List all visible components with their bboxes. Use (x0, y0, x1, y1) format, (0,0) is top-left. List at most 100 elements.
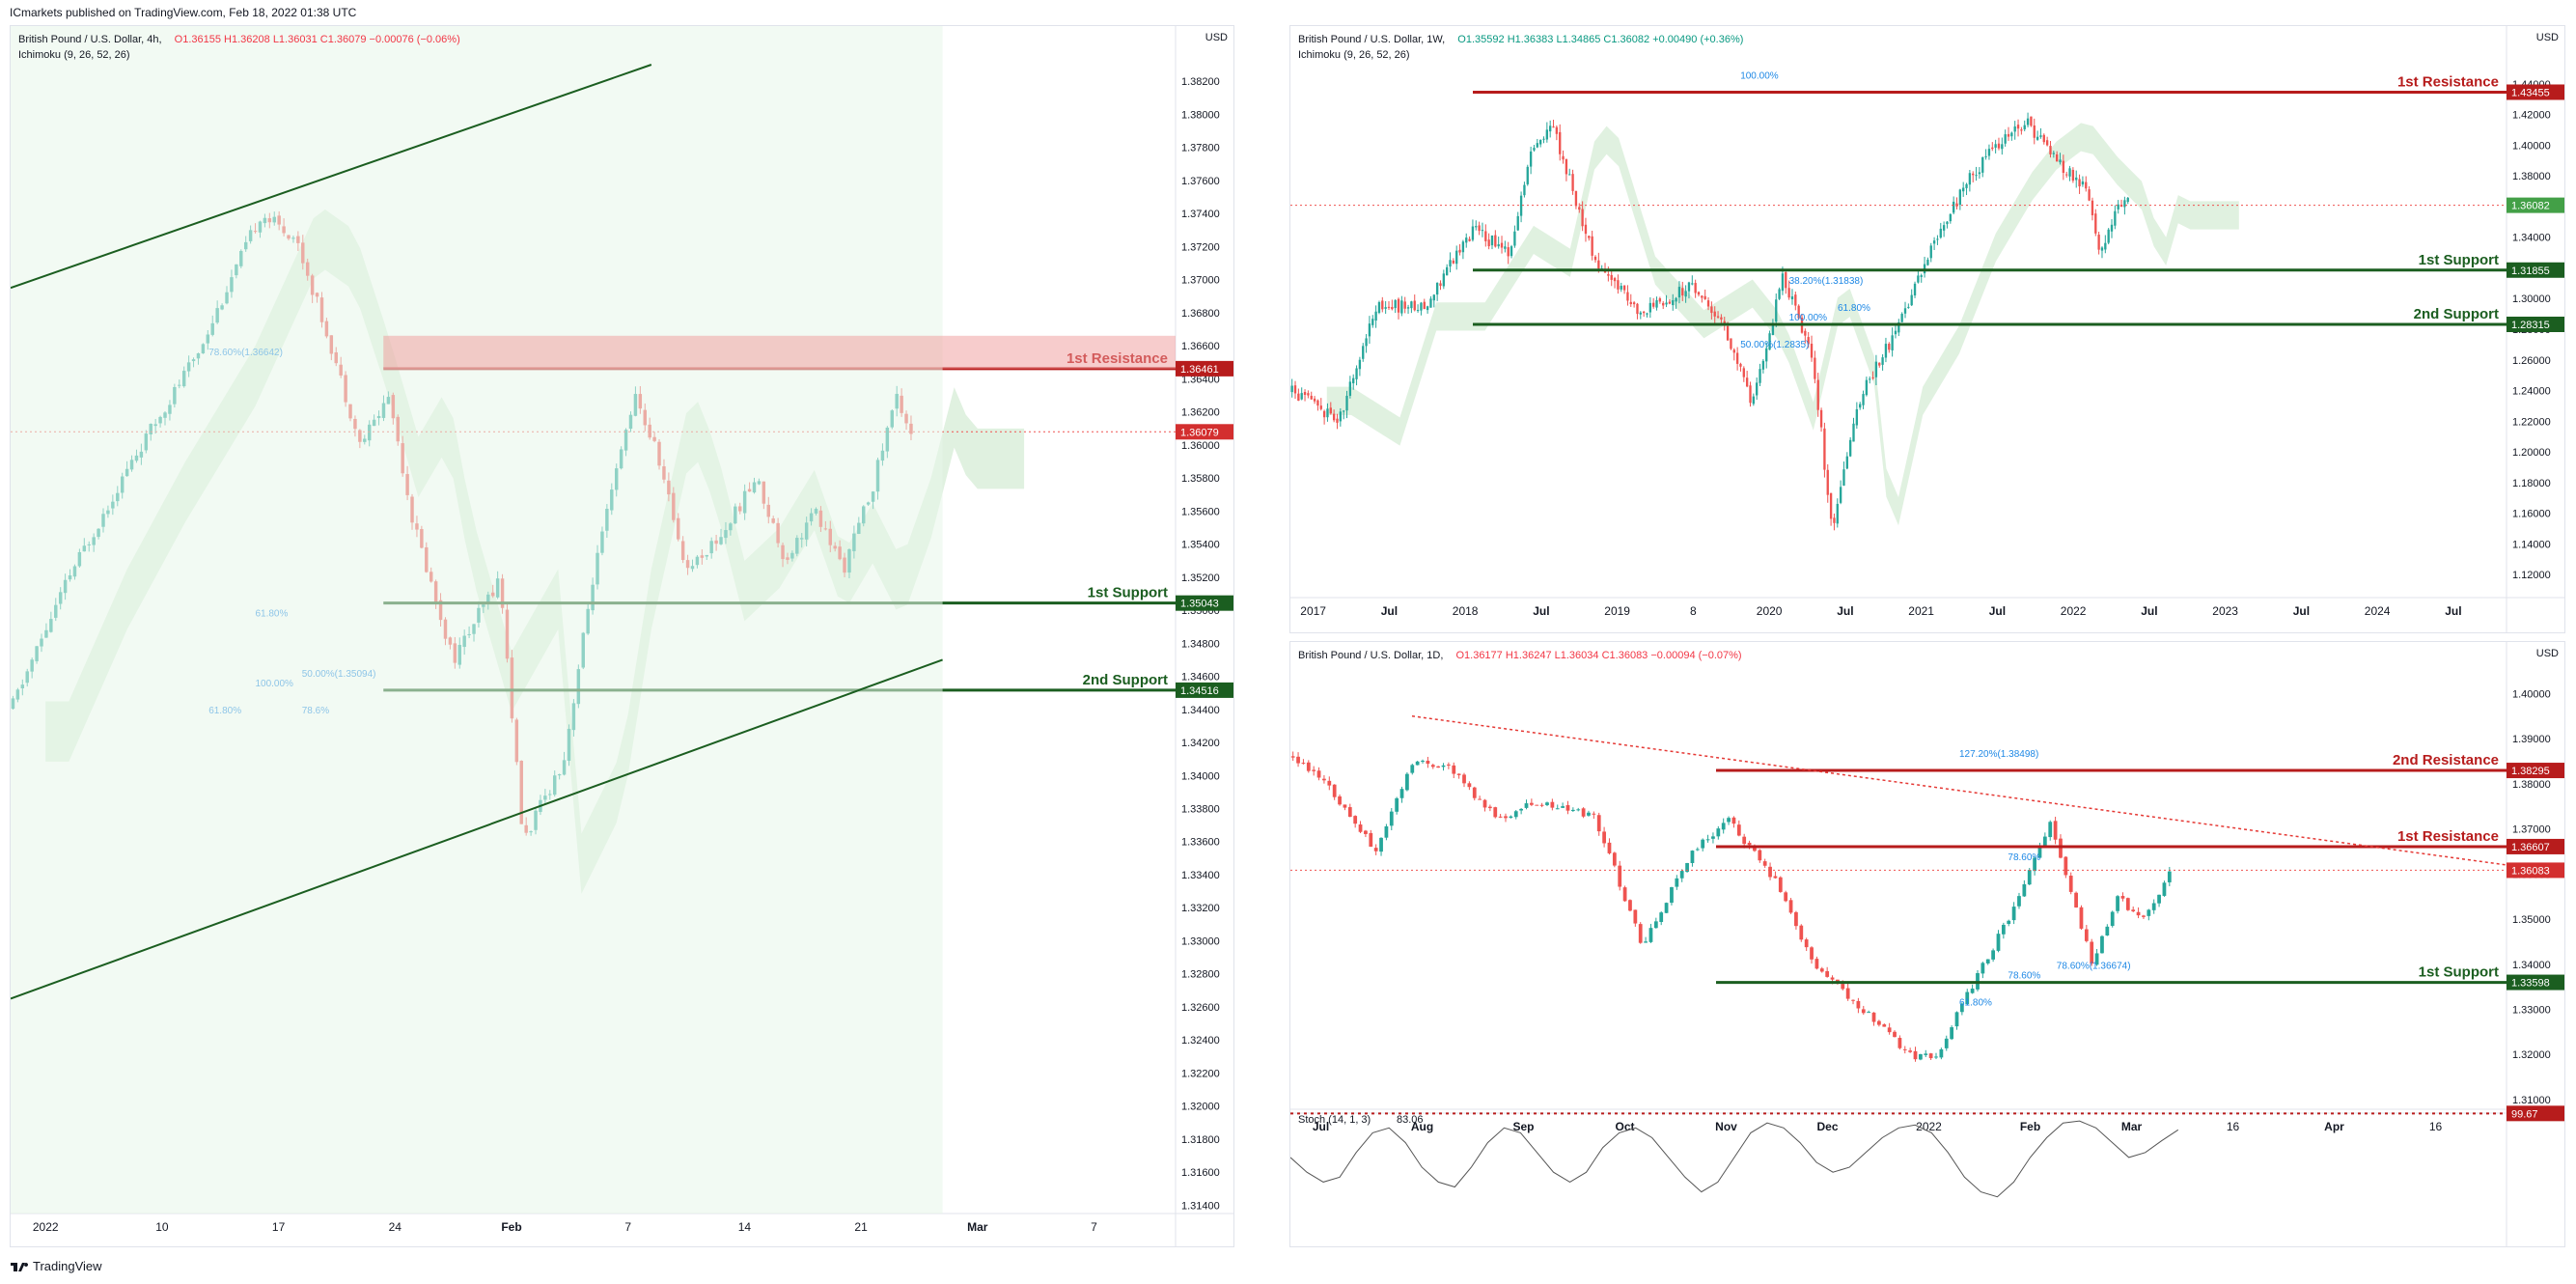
y-tick-label: 1.38000 (2512, 171, 2551, 182)
candle (1487, 239, 1490, 247)
level-name: 2nd Resistance (2393, 752, 2499, 768)
candle (1420, 302, 1423, 311)
candle (1387, 306, 1391, 308)
candle (2151, 903, 2156, 910)
candle (1312, 769, 1316, 771)
candle (1555, 126, 1559, 134)
candle (1836, 503, 1839, 524)
candle (1633, 909, 1638, 924)
chart-1d[interactable]: 1.400001.390001.380001.370001.360001.350… (1290, 642, 2564, 1246)
price-tag (2507, 763, 2564, 779)
candle (1542, 138, 1545, 140)
ohlc-low: L1.36031 (272, 34, 318, 45)
candle (1705, 839, 1710, 841)
candle (2013, 126, 2016, 132)
y-tick-label: 1.31600 (1181, 1167, 1220, 1179)
price-tag (1176, 682, 1233, 698)
candle (1516, 215, 1519, 231)
candle (1735, 352, 1739, 364)
candle (1685, 862, 1689, 873)
chart-panel-4h[interactable]: 1.38200 1.38000 1.37800 1.37600 1.37400 1.372… (10, 25, 1234, 1247)
x-tick-label: Jul (2141, 604, 2157, 618)
candle (1887, 1027, 1892, 1033)
y-tick-label: 1.32400 (1181, 1035, 1220, 1047)
price-tag (2507, 262, 2564, 278)
candle (1365, 338, 1368, 347)
candle (1721, 823, 1726, 830)
candle (1924, 1053, 1928, 1055)
candle (2110, 224, 2114, 232)
y-tick-label: 1.42000 (2512, 110, 2551, 122)
candle (1301, 763, 1306, 765)
candle (1652, 302, 1655, 307)
currency-label: USD (2535, 648, 2559, 659)
candle (2094, 953, 2099, 965)
y-tick-label: 1.32000 (2512, 1049, 2551, 1061)
price-tag-label: 1.36461 (1180, 364, 1219, 376)
candle (1358, 824, 1363, 832)
candle (1920, 275, 1923, 277)
candle (1629, 301, 1632, 305)
candle (1949, 213, 1952, 222)
chart-panel-1w[interactable]: 1.440001.420001.400001.380001.360001.340… (1289, 25, 2565, 633)
candle (1403, 301, 1406, 309)
candle (1761, 360, 1765, 370)
candle (1742, 836, 1747, 845)
candle (1908, 1050, 1913, 1052)
candle (1658, 298, 1662, 302)
candle (1665, 302, 1668, 305)
candle (1677, 287, 1681, 298)
y-tick-label: 1.33600 (1181, 837, 1220, 849)
candle (1881, 357, 1884, 365)
candle (1461, 241, 1465, 253)
price-tag-label: 1.35043 (1180, 599, 1219, 610)
candle (1593, 256, 1597, 261)
candle (2116, 896, 2119, 911)
x-tick-label: Jul (1989, 604, 2006, 618)
candle (1426, 760, 1430, 765)
candle (1907, 306, 1910, 308)
x-tick-label: Mar (967, 1220, 988, 1234)
resistance-zone (383, 335, 1176, 369)
candle (1742, 368, 1745, 377)
candle (1855, 408, 1859, 426)
candle (2064, 856, 2068, 876)
candle (1790, 296, 1794, 300)
chart-1w[interactable]: 1.440001.420001.400001.380001.360001.340… (1290, 26, 2564, 632)
chart-4h[interactable]: 1.38200 1.38000 1.37800 1.37600 1.37400 1.372… (11, 26, 1233, 1246)
candle (1690, 851, 1695, 863)
ohlc-open: O1.35592 (1457, 34, 1505, 45)
candle (1472, 787, 1477, 798)
x-tick-label: 16 (2429, 1120, 2443, 1133)
candle (1727, 818, 1731, 823)
candle (1903, 308, 1907, 314)
candle (2033, 125, 2036, 138)
candle (1965, 183, 1968, 188)
candle (1684, 291, 1687, 297)
candle (1389, 811, 1394, 826)
candle (1829, 492, 1833, 519)
x-tick-label: 17 (272, 1220, 286, 1234)
candle (1655, 300, 1658, 308)
x-tick-label: Jul (2445, 604, 2461, 618)
candle (1578, 207, 1581, 210)
candle (1591, 236, 1593, 256)
candle (1529, 802, 1534, 805)
candle (1778, 289, 1781, 299)
y-tick-label: 1.35400 (1181, 540, 1220, 551)
fib-label: 38.20%(1.31838) (1789, 276, 1864, 287)
candle (2059, 159, 2062, 163)
candle (1865, 379, 1869, 396)
y-tick-label: 1.36600 (1181, 341, 1220, 352)
candle (1861, 1009, 1866, 1014)
candle (1347, 807, 1352, 818)
candle (1768, 333, 1771, 350)
candle (1562, 155, 1565, 160)
candle (1290, 756, 1295, 758)
y-tick-label: 1.37600 (1181, 176, 1220, 187)
candle (1395, 797, 1399, 812)
chart-panel-1d[interactable]: 1.400001.390001.380001.370001.360001.350… (1289, 641, 2565, 1247)
candle (1612, 852, 1617, 866)
y-tick-label: 1.37400 (1181, 209, 1220, 220)
candle (1648, 928, 1653, 942)
